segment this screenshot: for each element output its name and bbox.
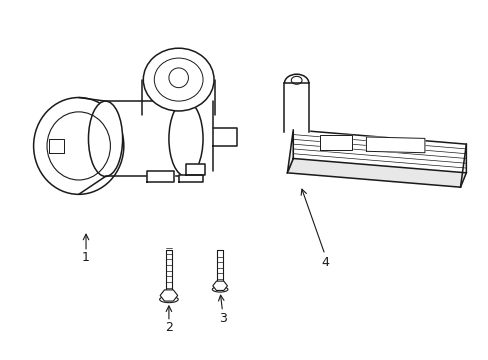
- Polygon shape: [320, 135, 351, 149]
- Text: 1: 1: [82, 251, 90, 264]
- Ellipse shape: [34, 98, 123, 194]
- Polygon shape: [287, 158, 466, 187]
- Polygon shape: [287, 130, 293, 173]
- Text: 2: 2: [164, 320, 172, 333]
- Polygon shape: [178, 175, 203, 182]
- Ellipse shape: [88, 101, 122, 176]
- Ellipse shape: [168, 101, 203, 176]
- Polygon shape: [49, 139, 64, 153]
- Polygon shape: [293, 130, 466, 173]
- Text: 4: 4: [320, 256, 328, 269]
- Polygon shape: [212, 128, 237, 146]
- Ellipse shape: [212, 287, 227, 292]
- Text: 3: 3: [218, 311, 226, 325]
- Ellipse shape: [159, 296, 178, 303]
- Polygon shape: [366, 137, 424, 153]
- Ellipse shape: [143, 48, 214, 111]
- Polygon shape: [284, 83, 308, 132]
- Polygon shape: [105, 101, 185, 176]
- Polygon shape: [147, 171, 173, 182]
- Polygon shape: [185, 164, 205, 175]
